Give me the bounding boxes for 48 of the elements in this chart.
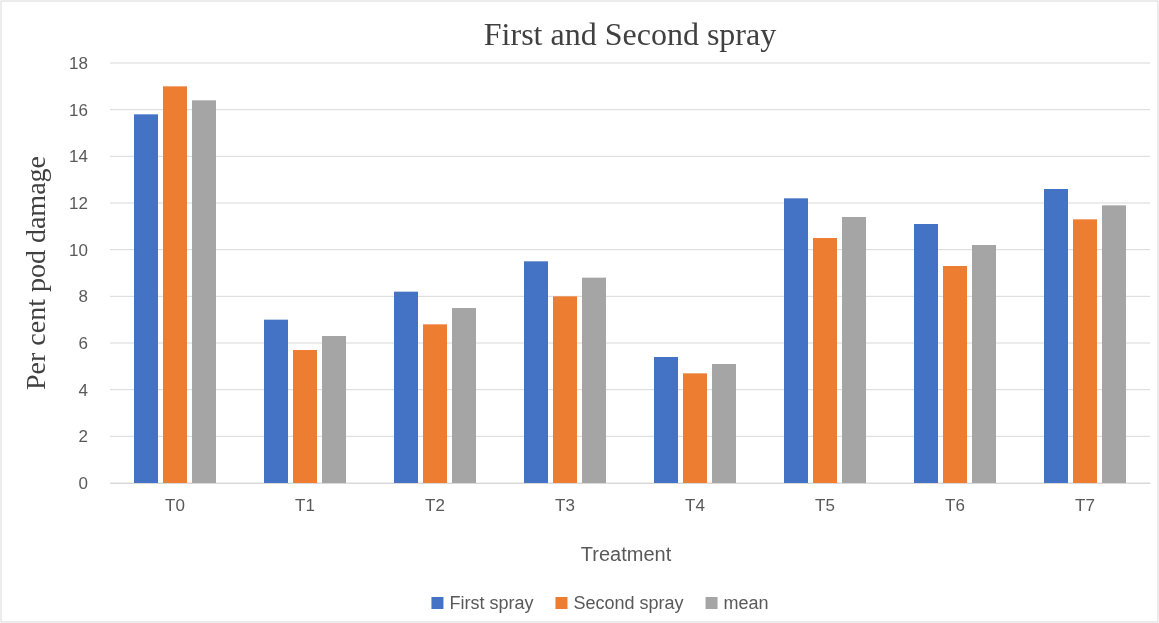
y-axis-title: Per cent pod damage xyxy=(20,155,51,391)
legend-label: First spray xyxy=(449,593,534,613)
x-tick-label: T2 xyxy=(425,496,445,516)
bar xyxy=(134,114,158,483)
y-tick-label: 14 xyxy=(69,147,88,167)
bar xyxy=(654,357,678,483)
y-tick-label: 8 xyxy=(78,287,88,307)
bar xyxy=(553,296,577,483)
y-tick-label: 0 xyxy=(78,473,88,493)
bar xyxy=(1102,205,1126,483)
y-tick-label: 18 xyxy=(69,53,88,73)
bar xyxy=(943,266,967,483)
x-tick-label: T4 xyxy=(685,496,705,516)
y-tick-label: 10 xyxy=(69,240,88,260)
bar xyxy=(452,308,476,483)
y-tick-label: 16 xyxy=(69,100,88,120)
x-tick-label: T1 xyxy=(295,496,315,516)
bar xyxy=(842,217,866,483)
y-tick-label: 4 xyxy=(78,380,88,400)
x-axis-title: Treatment xyxy=(580,543,672,565)
bar xyxy=(423,324,447,483)
bar xyxy=(712,364,736,483)
y-tick-label: 12 xyxy=(69,193,88,213)
bar xyxy=(972,245,996,483)
bar xyxy=(264,319,288,483)
chart-title: First and Second spray xyxy=(483,16,777,52)
bar xyxy=(582,277,606,483)
bar xyxy=(813,238,837,483)
y-tick-label: 6 xyxy=(78,333,88,353)
bar xyxy=(524,261,548,483)
bar xyxy=(683,373,707,483)
bar xyxy=(163,86,187,483)
bar xyxy=(1044,189,1068,483)
x-tick-label: T6 xyxy=(945,496,965,516)
x-tick-label: T7 xyxy=(1075,496,1095,516)
legend-label: mean xyxy=(723,593,769,613)
bar xyxy=(784,198,808,483)
bar xyxy=(322,336,346,483)
y-tick-label: 2 xyxy=(78,427,88,447)
bar xyxy=(192,100,216,483)
bar xyxy=(394,291,418,483)
x-tick-label: T3 xyxy=(555,496,575,516)
legend-label: Second spray xyxy=(573,593,684,613)
bar xyxy=(293,350,317,483)
x-tick-label: T0 xyxy=(165,496,185,516)
bar xyxy=(1073,219,1097,483)
bar xyxy=(914,224,938,483)
x-tick-label: T5 xyxy=(815,496,835,516)
